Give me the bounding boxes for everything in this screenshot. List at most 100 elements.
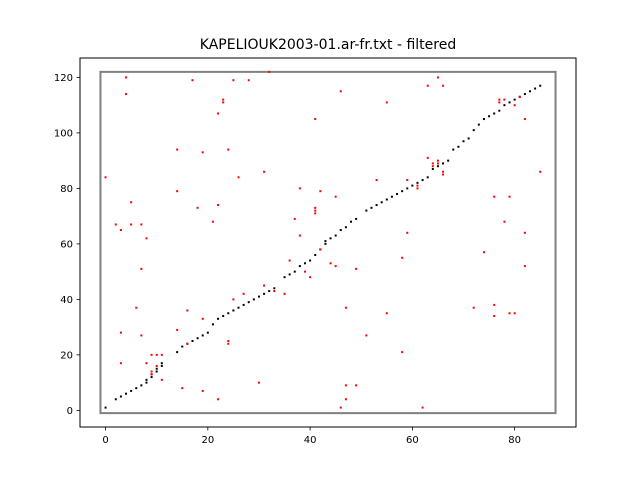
- diagonal-point: [472, 129, 475, 132]
- diagonal-point: [462, 140, 465, 143]
- scatter-point: [508, 195, 511, 198]
- scatter-point: [385, 101, 388, 104]
- diagonal-point: [298, 265, 301, 268]
- diagonal-point: [288, 273, 291, 276]
- scatter-point: [334, 265, 337, 268]
- diagonal-point: [334, 234, 337, 237]
- scatter-point: [334, 195, 337, 198]
- diagonal-point: [227, 312, 230, 315]
- diagonal-point: [293, 270, 296, 273]
- diagonal-point: [191, 339, 194, 342]
- scatter-point: [436, 159, 439, 162]
- y-ticks: 0 20 40 60 80 100 120: [54, 73, 80, 417]
- y-tick-label: 100: [54, 128, 73, 139]
- scatter-point: [498, 101, 501, 104]
- scatter-point: [493, 315, 496, 318]
- diagonal-point: [114, 398, 117, 401]
- scatter-point: [303, 270, 306, 273]
- scatter-point: [140, 223, 143, 226]
- diagonal-point: [309, 259, 312, 262]
- diagonal-point: [513, 98, 516, 101]
- scatter-point: [416, 187, 419, 190]
- scatter-point: [263, 284, 266, 287]
- scatter-point: [442, 170, 445, 173]
- diagonal-point: [150, 376, 153, 379]
- scatter-point: [406, 231, 409, 234]
- x-tick-label: 60: [406, 435, 419, 446]
- scatter-point: [114, 223, 117, 226]
- scatter-point: [344, 398, 347, 401]
- scatter-point: [314, 118, 317, 121]
- diagonal-point: [385, 198, 388, 201]
- diagonal-point: [539, 84, 542, 87]
- scatter-point: [355, 267, 358, 270]
- x-tick-label: 0: [102, 435, 108, 446]
- scatter-point: [191, 79, 194, 82]
- diagonal-point: [431, 167, 434, 170]
- diagonal-point: [324, 242, 327, 245]
- scatter-point: [314, 206, 317, 209]
- scatter-point: [442, 173, 445, 176]
- diagonal-point: [508, 101, 511, 104]
- x-ticks: 0 20 40 60 80: [102, 427, 521, 446]
- diagonal-point: [365, 209, 368, 212]
- diagonal-point: [257, 295, 260, 298]
- diagonal-point: [104, 406, 107, 409]
- diagonal-point: [303, 262, 306, 265]
- diagonal-point: [160, 362, 163, 365]
- diagonal-point: [488, 115, 491, 118]
- scatter-point: [227, 148, 230, 151]
- diagonal-point: [477, 123, 480, 126]
- scatter-point: [237, 176, 240, 179]
- scatter-point: [155, 364, 158, 367]
- diagonal-point: [534, 87, 537, 90]
- scatter-point: [257, 381, 260, 384]
- scatter-point: [232, 298, 235, 301]
- diagonal-point: [396, 192, 399, 195]
- scatter-point: [119, 229, 122, 232]
- diagonal-point: [201, 334, 204, 337]
- scatter-point: [436, 162, 439, 165]
- diagonal-point: [528, 90, 531, 93]
- diagonal-point: [242, 303, 245, 306]
- scatter-point: [421, 406, 424, 409]
- scatter-point: [406, 179, 409, 182]
- scatter-point: [513, 104, 516, 107]
- scatter-point: [426, 156, 429, 159]
- scatter-point: [503, 220, 506, 223]
- scatter-point: [181, 387, 184, 390]
- diagonal-point: [503, 104, 506, 107]
- scatter-point: [217, 112, 220, 115]
- scatter-point: [508, 312, 511, 315]
- scatter-point: [140, 267, 143, 270]
- inner-frame-box: [99, 70, 557, 415]
- diagonal-point: [268, 290, 271, 293]
- scatter-point: [523, 265, 526, 268]
- diagonal-point: [355, 217, 358, 220]
- diagonal-point: [493, 112, 496, 115]
- diagonal-point: [211, 323, 214, 326]
- scatter-point: [119, 331, 122, 334]
- scatter-point: [523, 118, 526, 121]
- diagonal-point: [406, 187, 409, 190]
- diagonal-point: [416, 181, 419, 184]
- scatter-point: [217, 398, 220, 401]
- scatter-point: [145, 362, 148, 365]
- y-tick-label: 40: [60, 295, 73, 306]
- diagonal-point: [411, 184, 414, 187]
- scatter-point: [314, 212, 317, 215]
- scatter-point: [431, 162, 434, 165]
- diagonal-point: [263, 292, 266, 295]
- scatter-point: [176, 328, 179, 331]
- scatter-point: [513, 312, 516, 315]
- scatter-point: [339, 90, 342, 93]
- scatter-point: [314, 209, 317, 212]
- y-tick-label: 120: [54, 73, 73, 84]
- scatter-point: [482, 251, 485, 254]
- scatter-point: [288, 259, 291, 262]
- scatter-point: [472, 306, 475, 309]
- scatter-point: [176, 148, 179, 151]
- scatter-point: [493, 303, 496, 306]
- diagonal-point: [482, 118, 485, 121]
